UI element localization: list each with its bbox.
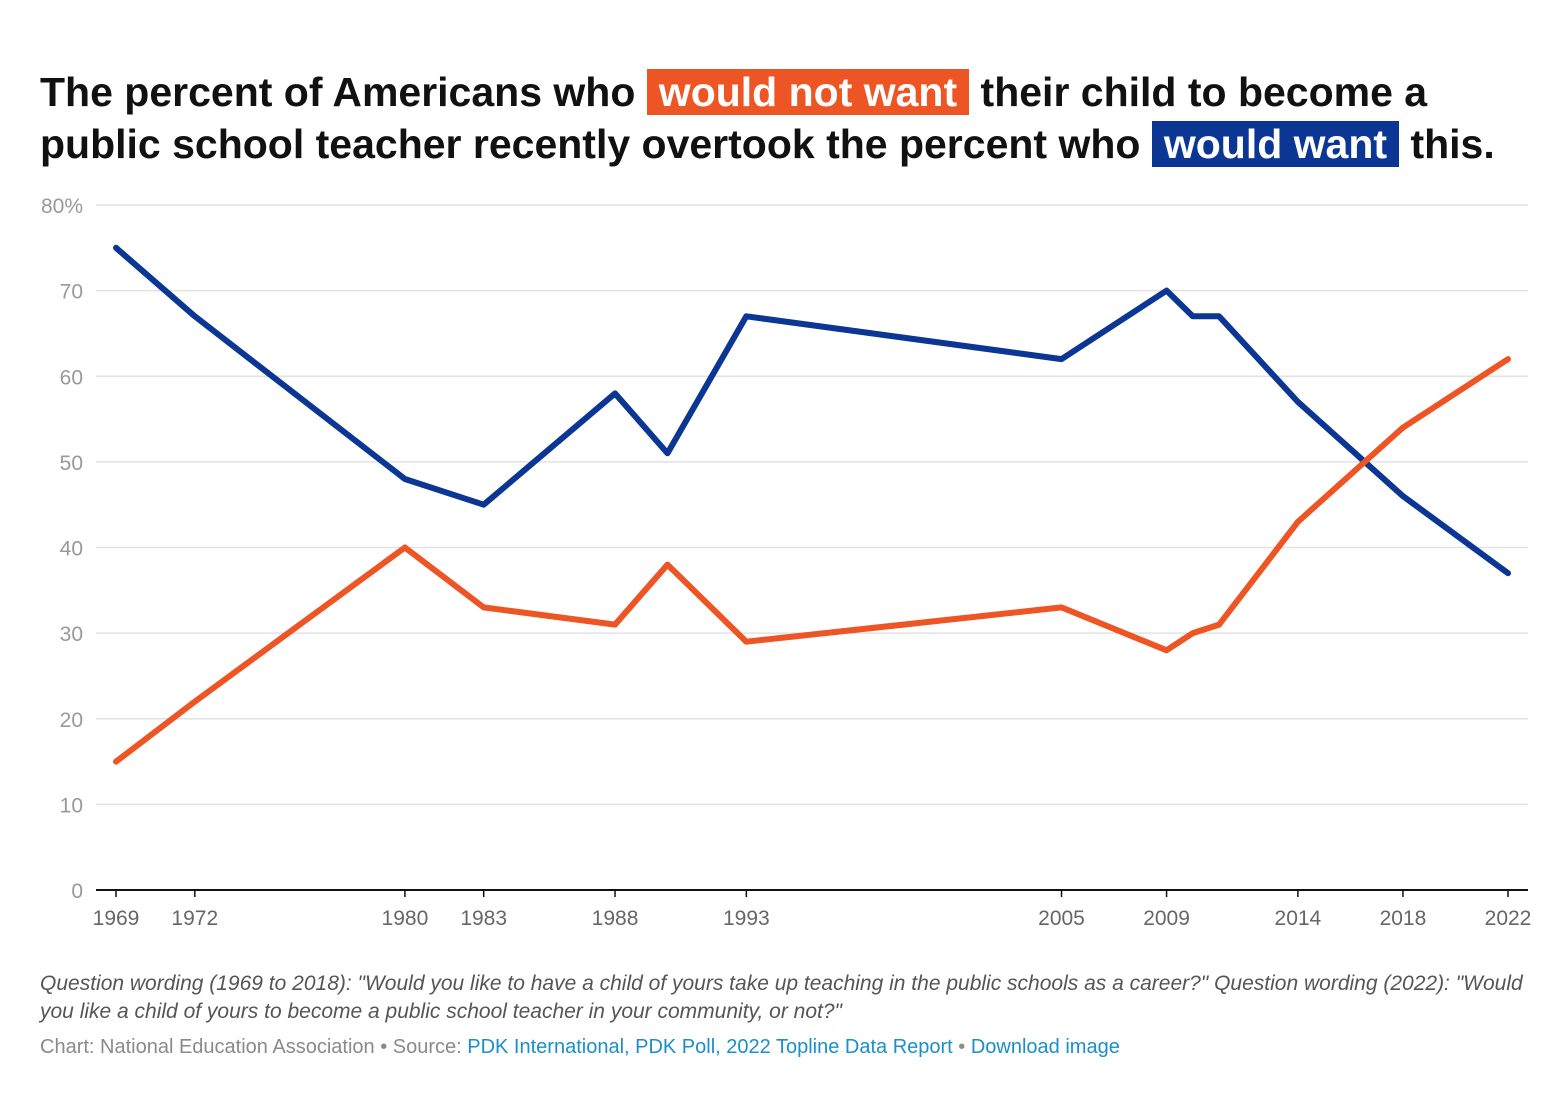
x-tick-label-1972: 1972 <box>171 907 218 930</box>
series-lines <box>113 244 1511 765</box>
x-tick-label-1993: 1993 <box>723 907 770 930</box>
chart-title: The percent of Americans who would not w… <box>40 66 1540 170</box>
y-tick-label-40: 40 <box>60 538 83 561</box>
y-axis-ticks: 0 10 20 30 40 50 60 70 80% <box>41 195 83 903</box>
chart-by: Chart: National Education Association <box>40 1036 375 1058</box>
download-image-link[interactable]: Download image <box>970 1036 1120 1058</box>
title-part-1: The percent of Americans who <box>40 69 636 115</box>
y-tick-label-10: 10 <box>60 794 83 817</box>
x-tick-label-1980: 1980 <box>382 907 429 930</box>
series-line-would-not-want <box>113 356 1511 765</box>
question-wording-note: Question wording (1969 to 2018): "Would … <box>40 972 1523 1023</box>
source-label: Source: <box>392 1036 468 1058</box>
x-tick-label-2014: 2014 <box>1275 907 1322 930</box>
y-tick-label-20: 20 <box>60 709 83 732</box>
y-tick-label-30: 30 <box>60 623 83 646</box>
y-tick-label-50: 50 <box>60 452 83 475</box>
series-line-would-want <box>113 244 1511 577</box>
title-highlight-would-not-want: would not want <box>646 69 970 115</box>
title-part-3: this. <box>1410 121 1495 167</box>
credit-separator-2: • <box>952 1036 971 1058</box>
title-highlight-would-want: would want <box>1151 121 1400 167</box>
chart-credit: Chart: National Education Association • … <box>40 1036 1120 1059</box>
y-tick-label-0: 0 <box>71 880 83 903</box>
y-tick-label-80: 80% <box>41 195 83 218</box>
x-tick-label-2022: 2022 <box>1485 907 1532 930</box>
title-part-2: their child to become a public school te… <box>40 69 1428 167</box>
x-tick-label-2009: 2009 <box>1143 907 1190 930</box>
x-tick-label-2005: 2005 <box>1038 907 1085 930</box>
x-tick-label-2018: 2018 <box>1380 907 1427 930</box>
y-tick-label-60: 60 <box>60 366 83 389</box>
source-link[interactable]: PDK International, PDK Poll, 2022 Toplin… <box>467 1036 953 1058</box>
x-tick-label-1983: 1983 <box>460 907 507 930</box>
x-axis-ticks: 1969 1972 1980 1983 1988 1993 2005 2009 2014 2018… <box>93 890 1532 930</box>
y-tick-label-70: 70 <box>60 281 83 304</box>
credit-separator-1: • <box>374 1036 393 1058</box>
x-tick-label-1969: 1969 <box>93 907 140 930</box>
x-tick-label-1988: 1988 <box>592 907 639 930</box>
